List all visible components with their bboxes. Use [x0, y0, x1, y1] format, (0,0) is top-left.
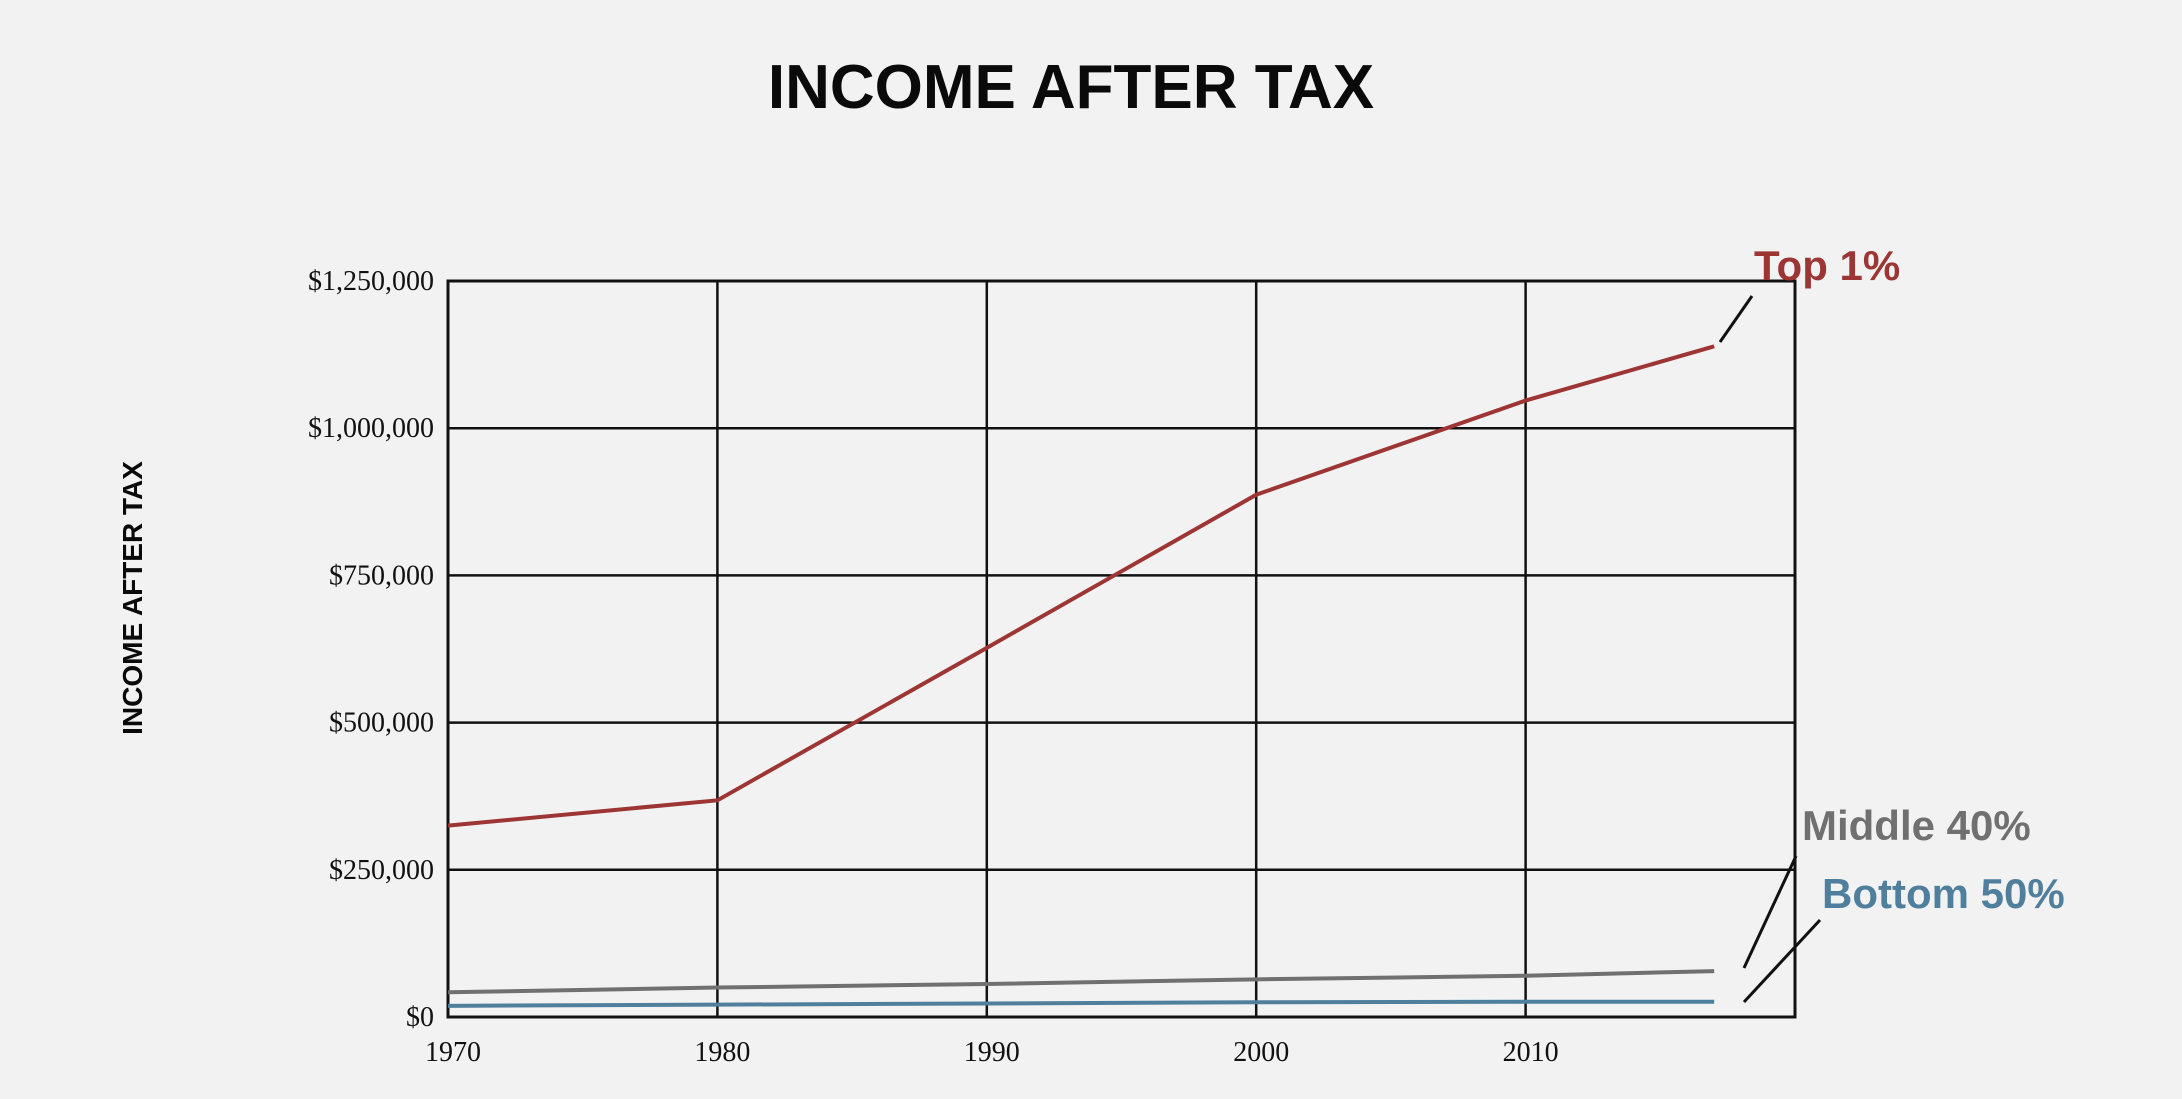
x-tick-label: 1990 — [964, 1037, 1020, 1068]
series-label: Middle 40% — [1802, 802, 2031, 849]
y-tick-label: $1,000,000 — [308, 413, 434, 444]
series-line — [447, 344, 1715, 828]
y-axis-label: INCOME AFTER TAX — [117, 461, 148, 735]
label-leader — [1718, 295, 1754, 343]
label-leader — [1742, 855, 1798, 969]
y-tick-label: $750,000 — [329, 560, 434, 591]
x-tick-label: 1970 — [425, 1037, 481, 1068]
y-tick-label: $500,000 — [329, 708, 434, 739]
chart-title: INCOME AFTER TAX — [768, 53, 1374, 122]
series-line — [447, 969, 1715, 995]
y-tick-label: $1,250,000 — [308, 266, 434, 297]
y-tick-label: $250,000 — [329, 855, 434, 886]
x-tick-label: 2000 — [1233, 1037, 1289, 1068]
x-tick-label: 1980 — [694, 1037, 750, 1068]
y-tick-label: $0 — [406, 1002, 434, 1033]
series-label: Top 1% — [1754, 242, 1900, 289]
label-leader — [1742, 918, 1822, 1004]
series-label: Bottom 50% — [1822, 870, 2065, 917]
series-line — [447, 999, 1715, 1008]
plot-frame — [446, 279, 1797, 1019]
x-tick-label: 2010 — [1503, 1037, 1559, 1068]
